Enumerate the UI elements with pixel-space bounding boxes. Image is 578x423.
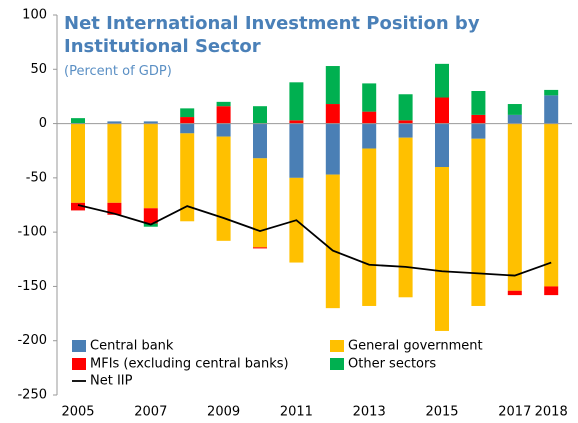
bar bbox=[507, 290, 522, 296]
y-tick-label: -150 bbox=[17, 279, 47, 294]
legend-label: General government bbox=[348, 339, 483, 354]
bar bbox=[398, 137, 413, 298]
bar bbox=[180, 123, 195, 134]
bar bbox=[435, 97, 449, 124]
bar bbox=[471, 123, 486, 139]
bar bbox=[143, 123, 158, 209]
bar bbox=[143, 208, 158, 224]
bar bbox=[289, 120, 304, 124]
y-tick-label: 50 bbox=[30, 62, 47, 77]
bar bbox=[71, 123, 85, 203]
y-tick-label: 0 bbox=[39, 116, 47, 131]
legend-swatch bbox=[72, 340, 86, 352]
bar bbox=[325, 174, 340, 309]
x-tick-label: 2007 bbox=[134, 405, 167, 420]
bar bbox=[216, 106, 231, 124]
legend-label: MFIs (excluding central banks) bbox=[90, 357, 289, 372]
bar bbox=[544, 123, 559, 287]
bar bbox=[398, 94, 413, 121]
bar bbox=[507, 123, 522, 291]
bar bbox=[471, 138, 486, 306]
bar bbox=[216, 123, 231, 137]
bar bbox=[435, 167, 449, 331]
bar bbox=[325, 104, 340, 124]
bar bbox=[71, 202, 85, 211]
bar bbox=[507, 104, 522, 115]
bar bbox=[216, 136, 231, 241]
bar bbox=[107, 121, 122, 124]
x-tick-label: 2013 bbox=[353, 405, 386, 420]
y-tick-label: 100 bbox=[22, 8, 47, 23]
y-tick-label: -50 bbox=[26, 170, 47, 185]
bar bbox=[435, 63, 449, 98]
bar bbox=[398, 123, 413, 138]
chart-title: Net International Investment Position by… bbox=[64, 13, 480, 57]
bar bbox=[398, 120, 413, 124]
bar bbox=[544, 286, 559, 296]
legend-label: Net IIP bbox=[90, 374, 133, 389]
x-tick-label: 2017 bbox=[498, 405, 531, 420]
x-tick-label: 2011 bbox=[280, 405, 313, 420]
legend-label: Other sectors bbox=[348, 357, 436, 372]
x-tick-label: 2009 bbox=[207, 405, 240, 420]
bar bbox=[362, 83, 377, 112]
bar bbox=[362, 123, 377, 149]
bar bbox=[216, 101, 231, 107]
bar bbox=[107, 202, 122, 215]
legend-swatch bbox=[330, 340, 344, 352]
bar bbox=[253, 106, 267, 124]
bar bbox=[325, 123, 340, 175]
bar bbox=[180, 133, 195, 222]
bar bbox=[253, 158, 267, 248]
bar bbox=[544, 89, 559, 96]
x-tick-label: 2005 bbox=[61, 405, 94, 420]
legend-label: Central bank bbox=[90, 339, 174, 354]
bar bbox=[362, 148, 377, 306]
bar bbox=[180, 117, 195, 124]
x-tick-label: 2015 bbox=[425, 405, 458, 420]
bar bbox=[362, 111, 377, 124]
y-tick-label: -200 bbox=[17, 333, 47, 348]
bar bbox=[544, 95, 559, 124]
bar bbox=[471, 114, 486, 124]
bar bbox=[253, 123, 267, 159]
bar bbox=[325, 66, 340, 105]
bar bbox=[289, 123, 304, 178]
line bbox=[77, 204, 552, 277]
bar bbox=[289, 82, 304, 121]
legend-swatch bbox=[330, 358, 344, 370]
legend-swatch bbox=[72, 358, 86, 370]
bar bbox=[143, 121, 158, 124]
y-tick-label: -100 bbox=[17, 225, 47, 240]
bar bbox=[507, 114, 522, 124]
bar bbox=[435, 123, 449, 167]
chart-subtitle: (Percent of GDP) bbox=[64, 64, 172, 79]
x-tick-label: 2018 bbox=[535, 405, 568, 420]
bar bbox=[71, 118, 85, 124]
bar bbox=[253, 247, 267, 249]
bar bbox=[471, 91, 486, 115]
y-tick-label: -250 bbox=[17, 388, 47, 403]
bar bbox=[180, 108, 195, 118]
bar bbox=[107, 123, 122, 203]
